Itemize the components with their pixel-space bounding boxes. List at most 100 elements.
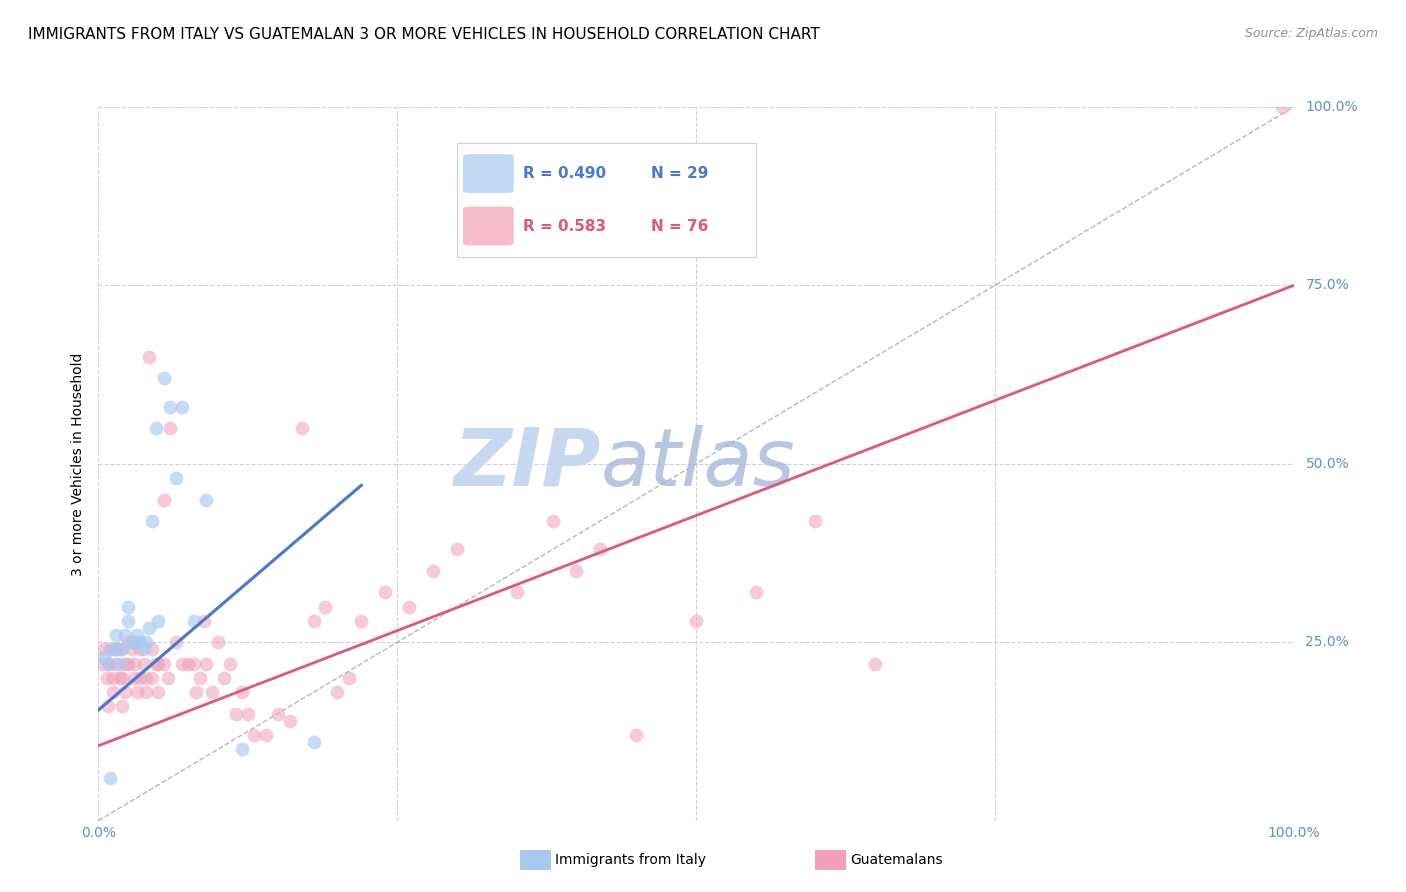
- Point: [804, 514, 827, 528]
- Point: [124, 671, 146, 685]
- Point: [117, 657, 139, 671]
- Point: [159, 400, 181, 414]
- Point: [685, 614, 707, 628]
- Point: [114, 685, 136, 699]
- Point: [125, 685, 148, 699]
- Point: [125, 628, 148, 642]
- Point: [117, 599, 139, 614]
- Point: [374, 585, 396, 599]
- Point: [177, 657, 200, 671]
- Point: [93, 642, 115, 657]
- Point: [219, 657, 242, 671]
- Point: [135, 635, 157, 649]
- Point: [194, 657, 217, 671]
- Point: [541, 514, 564, 528]
- Point: [153, 492, 176, 507]
- Text: Immigrants from Italy: Immigrants from Italy: [555, 853, 706, 867]
- Point: [243, 728, 266, 742]
- Point: [96, 671, 118, 685]
- Point: [201, 685, 224, 699]
- Point: [326, 685, 349, 699]
- Point: [101, 671, 124, 685]
- Point: [212, 671, 235, 685]
- Point: [124, 635, 146, 649]
- Text: 100.0%: 100.0%: [1305, 100, 1358, 114]
- Point: [108, 657, 131, 671]
- Point: [101, 642, 124, 657]
- Point: [98, 657, 122, 671]
- Point: [422, 564, 444, 578]
- Point: [183, 657, 205, 671]
- Point: [108, 671, 131, 685]
- Point: [117, 614, 139, 628]
- Point: [231, 685, 253, 699]
- Point: [267, 706, 290, 721]
- Point: [121, 642, 143, 657]
- Point: [105, 642, 128, 657]
- FancyBboxPatch shape: [463, 207, 513, 245]
- Text: atlas: atlas: [600, 425, 796, 503]
- Point: [108, 642, 131, 657]
- Point: [129, 635, 152, 649]
- Point: [745, 585, 768, 599]
- Point: [225, 706, 247, 721]
- Point: [231, 742, 253, 756]
- Point: [337, 671, 360, 685]
- Point: [105, 657, 128, 671]
- Point: [290, 421, 312, 435]
- Point: [1271, 100, 1294, 114]
- Point: [141, 671, 163, 685]
- Point: [398, 599, 420, 614]
- Point: [105, 642, 128, 657]
- Text: 25.0%: 25.0%: [1305, 635, 1350, 649]
- Point: [97, 657, 120, 671]
- Point: [129, 671, 152, 685]
- Point: [105, 628, 128, 642]
- Point: [135, 671, 157, 685]
- Point: [132, 642, 155, 657]
- Point: [446, 542, 468, 557]
- Point: [121, 635, 143, 649]
- Text: 50.0%: 50.0%: [1305, 457, 1350, 471]
- Point: [114, 628, 136, 642]
- Point: [863, 657, 886, 671]
- Point: [141, 642, 163, 657]
- Point: [138, 350, 160, 364]
- Point: [350, 614, 373, 628]
- Text: N = 29: N = 29: [651, 166, 709, 181]
- Point: [153, 657, 176, 671]
- Point: [153, 371, 176, 385]
- Point: [193, 614, 215, 628]
- Text: R = 0.583: R = 0.583: [523, 219, 606, 234]
- Point: [141, 514, 163, 528]
- Point: [302, 735, 325, 749]
- Point: [145, 657, 167, 671]
- Point: [565, 564, 588, 578]
- Text: R = 0.490: R = 0.490: [523, 166, 606, 181]
- Text: Guatemalans: Guatemalans: [851, 853, 943, 867]
- Point: [117, 635, 139, 649]
- Text: N = 76: N = 76: [651, 219, 709, 234]
- Point: [101, 685, 124, 699]
- Point: [98, 771, 122, 785]
- Point: [186, 685, 208, 699]
- Text: 75.0%: 75.0%: [1305, 278, 1350, 293]
- Text: ZIP: ZIP: [453, 425, 600, 503]
- Point: [148, 685, 170, 699]
- Text: IMMIGRANTS FROM ITALY VS GUATEMALAN 3 OR MORE VEHICLES IN HOUSEHOLD CORRELATION : IMMIGRANTS FROM ITALY VS GUATEMALAN 3 OR…: [28, 27, 820, 42]
- Point: [97, 699, 120, 714]
- FancyBboxPatch shape: [463, 154, 513, 193]
- Point: [159, 421, 181, 435]
- Point: [145, 421, 167, 435]
- Point: [124, 657, 146, 671]
- Point: [589, 542, 612, 557]
- Point: [254, 728, 277, 742]
- Point: [148, 614, 170, 628]
- Point: [165, 635, 187, 649]
- Point: [183, 614, 205, 628]
- Point: [111, 671, 134, 685]
- Point: [132, 657, 155, 671]
- Point: [315, 599, 337, 614]
- Point: [172, 657, 194, 671]
- Point: [302, 614, 325, 628]
